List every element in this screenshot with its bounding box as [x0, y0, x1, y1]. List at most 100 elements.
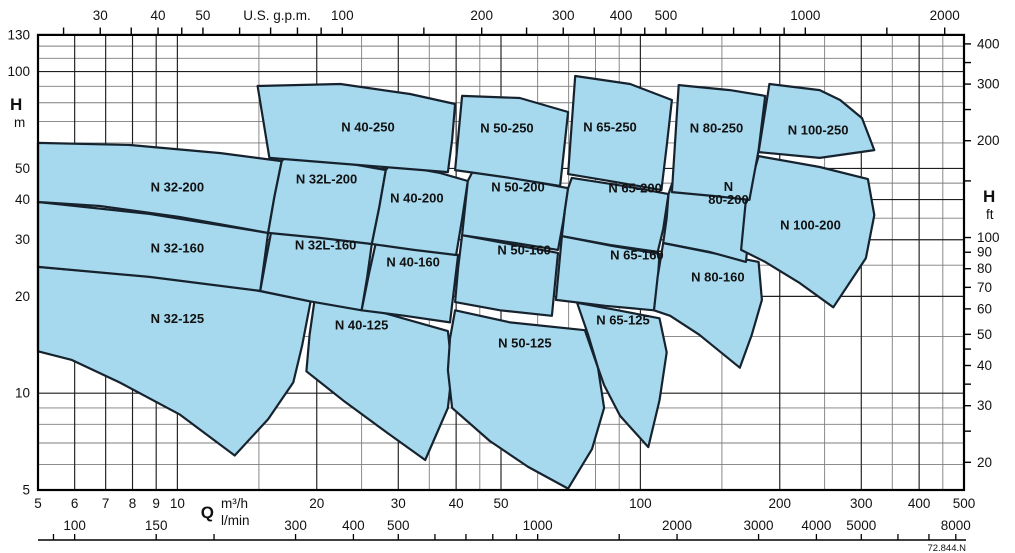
pump-region-label: N 65-160 — [610, 247, 663, 262]
lmin-axis-tick-label: 3000 — [744, 518, 774, 533]
bottom-axis-lmin: 100 150 300 400 500 1000 2000 3000 4000 5000 8000 — [38, 518, 971, 541]
bottom-axis-tick-label: 10 — [170, 496, 185, 511]
pump-region-n-65-125 — [576, 301, 668, 449]
lmin-axis-tick-label: 8000 — [941, 518, 971, 533]
lmin-axis-tick-label: 400 — [342, 518, 365, 533]
pump-region-label: N 32-200 — [151, 179, 204, 194]
left-axis-tick-label: 10 — [15, 386, 30, 401]
bottom-axis-tick-label: 400 — [908, 496, 931, 511]
pump-region-label: N 80-200 — [708, 179, 748, 207]
lmin-axis-tick-label: 2000 — [662, 518, 692, 533]
bottom-axis-m3h: 5 6 7 8 9 10 20 30 40 50 100 200 300 400 500 — [34, 496, 975, 511]
pump-region-label: N 40-125 — [335, 317, 388, 332]
top-axis-tick-label: 300 — [552, 8, 575, 23]
axis-titles: U.S. g.p.m. H m H ft Q m³/h l/min 72.844… — [10, 8, 995, 553]
top-axis-gpm: 30 40 50 100 200 300 400 500 1000 2000 — [62, 8, 960, 35]
pump-region-n-32l-200 — [267, 155, 387, 246]
left-axis-tick-label: 40 — [15, 192, 30, 207]
left-axis: 130 100 50 40 30 20 10 5 — [7, 27, 30, 497]
pump-region-n-32-125 — [36, 265, 312, 457]
pump-region-label: N 32L-160 — [295, 237, 356, 252]
top-axis-tick-label: 100 — [331, 8, 354, 23]
lmin-axis-tick-label: 150 — [145, 518, 168, 533]
pump-region-label: N 80-250 — [690, 120, 743, 135]
pump-region-label: N 40-200 — [390, 190, 443, 205]
top-axis-tick-label: 200 — [470, 8, 493, 23]
pump-region-label: N 100-250 — [788, 123, 849, 138]
pump-region-label: N 65-250 — [583, 119, 636, 134]
top-axis-tick-label: 1000 — [790, 8, 820, 23]
pump-region-n-40-125 — [305, 298, 454, 462]
left-axis-tick-label: 100 — [7, 64, 30, 79]
pump-region-label: N 32-125 — [151, 311, 204, 326]
left-axis-tick-label: 130 — [7, 27, 30, 42]
lmin-axis-tick-label: 100 — [63, 518, 86, 533]
right-axis-unit: ft — [986, 207, 994, 222]
bottom-axis-tick-label: 40 — [449, 496, 464, 511]
pump-region-n-40-250 — [256, 82, 457, 174]
bottom-axis-symbol: Q — [201, 503, 214, 522]
pump-region-n-65-250 — [567, 74, 673, 192]
right-axis-tick-label: 70 — [977, 280, 992, 295]
pump-region-label: N 100-200 — [780, 218, 841, 233]
pump-region-n-100-200 — [740, 155, 876, 309]
right-axis-tick-label: 100 — [977, 230, 1000, 245]
pump-region-n-40-200 — [370, 162, 469, 257]
right-axis-tick-label: 30 — [977, 398, 992, 413]
right-axis-tick-label: 40 — [977, 358, 992, 373]
top-axis-tick-label: 2000 — [930, 8, 960, 23]
pump-region-label: N 50-160 — [497, 242, 550, 257]
left-axis-tick-label: 50 — [15, 161, 30, 176]
right-axis-tick-label: 400 — [977, 36, 1000, 51]
top-axis-tick-label: 500 — [655, 8, 678, 23]
pump-region-labels: N 32-125 N 40-125 N 50-125 N 65-125 N 32-160… — [151, 119, 849, 350]
right-axis-tick-label: 300 — [977, 77, 1000, 92]
pump-region-n-50-125 — [446, 309, 606, 490]
bottom-axis-tick-label: 20 — [309, 496, 324, 511]
right-axis-tick-label: 90 — [977, 245, 992, 260]
lmin-axis-tick-label: 500 — [387, 518, 410, 533]
pump-region-n-80-250 — [670, 84, 767, 201]
right-axis-tick-label: 50 — [977, 327, 992, 342]
pump-region-n-100-250 — [757, 82, 876, 159]
lmin-axis-tick-label: 4000 — [801, 518, 831, 533]
pump-region-label: N 50-125 — [498, 336, 551, 351]
bottom-axis-tick-label: 100 — [629, 496, 652, 511]
top-axis-tick-label: 400 — [610, 8, 633, 23]
pump-region-n-50-160 — [454, 234, 560, 317]
pump-region-label: N 40-250 — [341, 119, 394, 134]
left-axis-unit: m — [14, 115, 25, 130]
bottom-axis-tick-label: 5 — [34, 496, 42, 511]
pump-region-label: N 40-160 — [386, 254, 439, 269]
bottom-axis-tick-label: 6 — [71, 496, 79, 511]
pump-regions — [36, 74, 876, 490]
pump-region-label: N 50-250 — [480, 120, 533, 135]
lmin-axis-tick-label: 300 — [284, 518, 307, 533]
bottom-axis-tick-label: 8 — [129, 496, 137, 511]
top-axis-tick-label: 30 — [93, 8, 108, 23]
left-axis-tick-label: 20 — [15, 289, 30, 304]
right-axis-symbol: H — [983, 187, 995, 206]
top-axis-title: U.S. g.p.m. — [243, 8, 311, 23]
document-number: 72.844.N — [927, 543, 966, 553]
left-axis-symbol: H — [10, 95, 22, 114]
right-axis-tick-label: 60 — [977, 301, 992, 316]
bottom-axis-tick-label: 200 — [768, 496, 791, 511]
bottom-axis-tick-label: 50 — [493, 496, 508, 511]
lmin-axis-tick-label: 1000 — [523, 518, 553, 533]
right-axis-tick-label: 200 — [977, 133, 1000, 148]
top-axis-tick-label: 40 — [151, 8, 166, 23]
plot-border — [36, 33, 966, 492]
pump-region-label: N 32L-200 — [296, 172, 357, 187]
right-axis-tick-label: 80 — [977, 261, 992, 276]
bottom-axis-unit-lmin: l/min — [221, 513, 250, 528]
right-axis-tick-label: 20 — [977, 455, 992, 470]
left-axis-tick-label: 5 — [22, 483, 30, 498]
lmin-axis-tick-label: 5000 — [846, 518, 876, 533]
pump-region-label: N 32-160 — [151, 240, 204, 255]
pump-region-n-50-250 — [454, 94, 570, 187]
pump-region-label: N 65-125 — [596, 312, 649, 327]
bottom-axis-tick-label: 300 — [850, 496, 873, 511]
